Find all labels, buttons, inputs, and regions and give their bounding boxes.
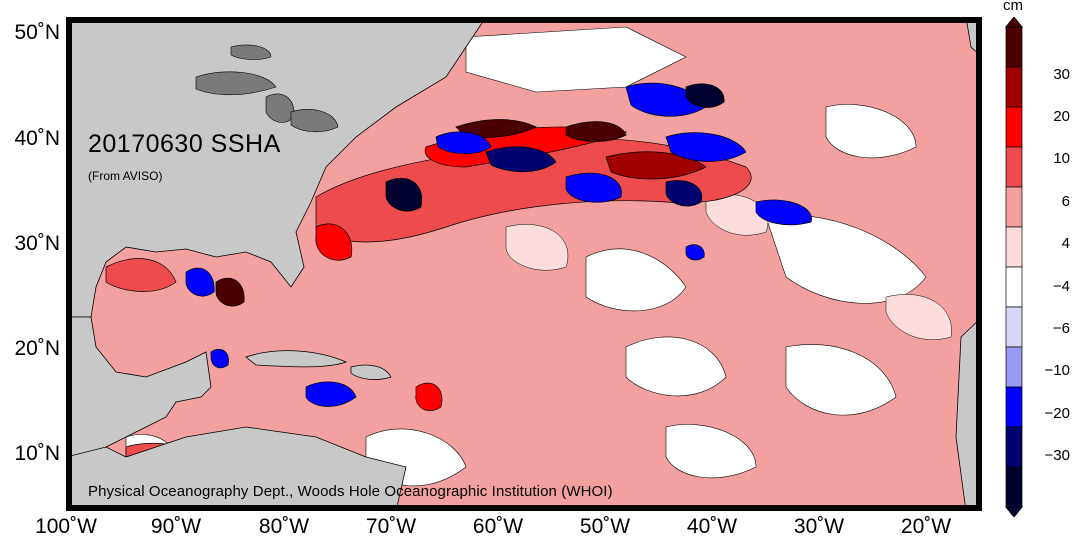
lon-label-80w: 80˚W bbox=[258, 515, 310, 538]
colorbar-tick-minus-30: −30 bbox=[1044, 447, 1070, 464]
colorbar-swatch bbox=[1005, 66, 1023, 108]
lon-label-50w: 50˚W bbox=[579, 515, 631, 538]
frame-ticks bbox=[66, 17, 982, 511]
lat-label-20n: 20˚N bbox=[14, 337, 60, 360]
colorbar-unit: cm bbox=[1003, 0, 1023, 14]
lon-label-20w: 20˚W bbox=[900, 515, 952, 538]
colorbar-swatch bbox=[1005, 26, 1023, 68]
colorbar-swatch bbox=[1005, 106, 1023, 148]
lat-label-30n: 30˚N bbox=[14, 232, 60, 255]
colorbar-tick-10: 10 bbox=[1053, 150, 1070, 167]
colorbar-swatch bbox=[1005, 226, 1023, 268]
colorbar-tick-minus-4: −4 bbox=[1052, 278, 1070, 295]
ssha-map-canvas bbox=[66, 17, 982, 511]
lon-label-90w: 90˚W bbox=[150, 515, 202, 538]
hispaniola bbox=[350, 364, 392, 380]
lon-label-70w: 70˚W bbox=[365, 515, 417, 538]
map-title: 20170630 SSHA bbox=[88, 130, 281, 158]
lon-label-60w: 60˚W bbox=[472, 515, 524, 538]
colorbar-swatch bbox=[1005, 266, 1023, 308]
lon-label-30w: 30˚W bbox=[793, 515, 845, 538]
lat-label-10n: 10˚N bbox=[14, 442, 60, 465]
colorbar-swatch bbox=[1005, 386, 1023, 428]
negative-anomaly-regions bbox=[85, 82, 812, 414]
map-credit: Physical Oceanography Dept., Woods Hole … bbox=[88, 483, 613, 500]
land-masses bbox=[66, 17, 982, 511]
colorbar-tick-minus-10: −10 bbox=[1044, 362, 1070, 379]
colorbar-swatch bbox=[1005, 146, 1023, 188]
colorbar-swatches bbox=[1004, 17, 1024, 517]
lat-label-50n: 50˚N bbox=[14, 21, 60, 44]
colorbar-swatch bbox=[1005, 466, 1023, 508]
colorbar-tick-20: 20 bbox=[1053, 108, 1070, 125]
colorbar-tick-4: 4 bbox=[1061, 235, 1070, 252]
lon-label-100w: 100˚W bbox=[35, 515, 97, 538]
colorbar-swatch bbox=[1005, 346, 1023, 388]
lon-label-40w: 40˚W bbox=[686, 515, 738, 538]
colorbar-swatch bbox=[1005, 186, 1023, 228]
south-america bbox=[66, 426, 407, 511]
colorbar-tick-30: 30 bbox=[1053, 66, 1070, 83]
colorbar-swatch bbox=[1005, 306, 1023, 348]
ssha-map: 20170630 SSHA (From AVISO) Physical Ocea… bbox=[66, 17, 982, 511]
cuba bbox=[245, 350, 348, 368]
light-pink-regions bbox=[505, 194, 952, 340]
colorbar-tick-6: 6 bbox=[1061, 193, 1070, 210]
positive-anomaly-regions bbox=[105, 119, 752, 487]
colorbar bbox=[1004, 17, 1024, 517]
colorbar-top-arrow bbox=[1004, 17, 1024, 28]
colorbar-swatch bbox=[1005, 426, 1023, 468]
colorbar-tick-minus-6: −6 bbox=[1052, 320, 1070, 337]
lat-label-40n: 40˚N bbox=[14, 127, 60, 150]
great-lakes bbox=[195, 44, 339, 133]
colorbar-bottom-arrow bbox=[1004, 506, 1024, 517]
colorbar-tick-minus-20: −20 bbox=[1044, 405, 1070, 422]
map-subtitle: (From AVISO) bbox=[88, 169, 163, 183]
north-america bbox=[66, 17, 487, 318]
